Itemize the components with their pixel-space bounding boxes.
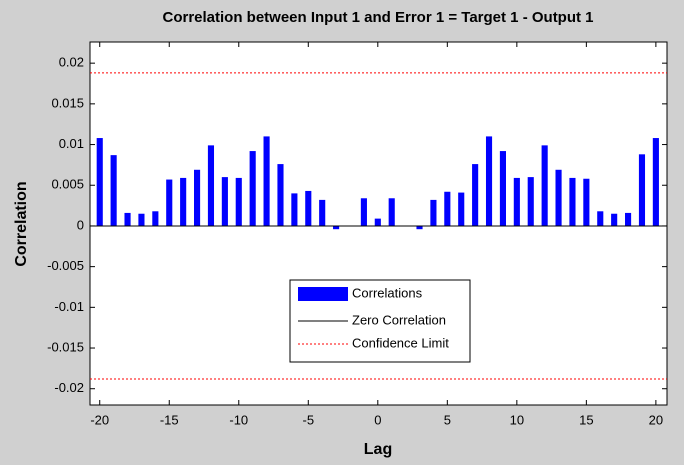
y-tick-label: 0 <box>77 217 84 232</box>
x-tick-label: 0 <box>374 412 381 427</box>
y-tick-label: -0.015 <box>47 339 84 354</box>
bar <box>305 190 312 226</box>
bar <box>166 179 173 226</box>
y-tick-label: 0.015 <box>51 95 84 110</box>
x-tick-label: 20 <box>649 412 663 427</box>
legend-label: Confidence Limit <box>352 335 449 350</box>
x-tick-label: 5 <box>444 412 451 427</box>
bar <box>499 151 506 226</box>
y-tick-label: -0.005 <box>47 258 84 273</box>
x-tick-label: -10 <box>229 412 248 427</box>
bar <box>249 151 256 226</box>
y-tick-label: 0.01 <box>59 136 84 151</box>
bar <box>138 213 145 226</box>
legend-swatch <box>298 287 348 301</box>
x-tick-label: -5 <box>303 412 315 427</box>
x-tick-label: -20 <box>90 412 109 427</box>
bar <box>597 211 604 226</box>
bar <box>652 138 659 226</box>
bar <box>193 169 201 226</box>
bar <box>638 154 646 226</box>
bar <box>180 177 187 226</box>
bar <box>388 198 395 226</box>
bar <box>485 136 493 226</box>
bar <box>569 177 576 226</box>
bar <box>291 193 298 226</box>
x-axis-label: Lag <box>364 441 392 458</box>
legend-label: Correlations <box>352 285 423 300</box>
bar <box>444 191 451 226</box>
x-tick-label: -15 <box>160 412 179 427</box>
bar <box>235 177 242 226</box>
legend-label: Zero Correlation <box>352 312 446 327</box>
bar <box>221 177 228 226</box>
bar <box>152 211 159 226</box>
bar <box>625 212 632 226</box>
bar <box>513 177 520 226</box>
bar <box>374 218 381 226</box>
bar <box>472 164 479 226</box>
bar <box>110 155 117 226</box>
bar <box>527 177 534 226</box>
bar <box>541 145 548 226</box>
bar <box>360 198 367 226</box>
bar <box>430 199 437 226</box>
x-tick-label: 10 <box>510 412 524 427</box>
bar <box>416 225 423 230</box>
bar <box>263 136 270 226</box>
bar <box>207 145 215 226</box>
bar <box>319 199 326 226</box>
bar <box>583 178 590 226</box>
y-tick-label: -0.02 <box>54 380 84 395</box>
y-tick-label: 0.02 <box>59 55 84 70</box>
bar <box>333 225 340 230</box>
bar <box>555 169 562 226</box>
chart-title: Correlation between Input 1 and Error 1 … <box>162 9 593 26</box>
bar <box>277 164 284 226</box>
bar <box>124 212 131 226</box>
x-tick-label: 15 <box>579 412 593 427</box>
y-tick-label: 0.005 <box>51 177 84 192</box>
bar <box>611 213 618 226</box>
bar <box>458 192 465 226</box>
y-tick-label: -0.01 <box>54 299 84 314</box>
bar <box>96 138 103 226</box>
y-axis-label: Correlation <box>13 181 30 266</box>
